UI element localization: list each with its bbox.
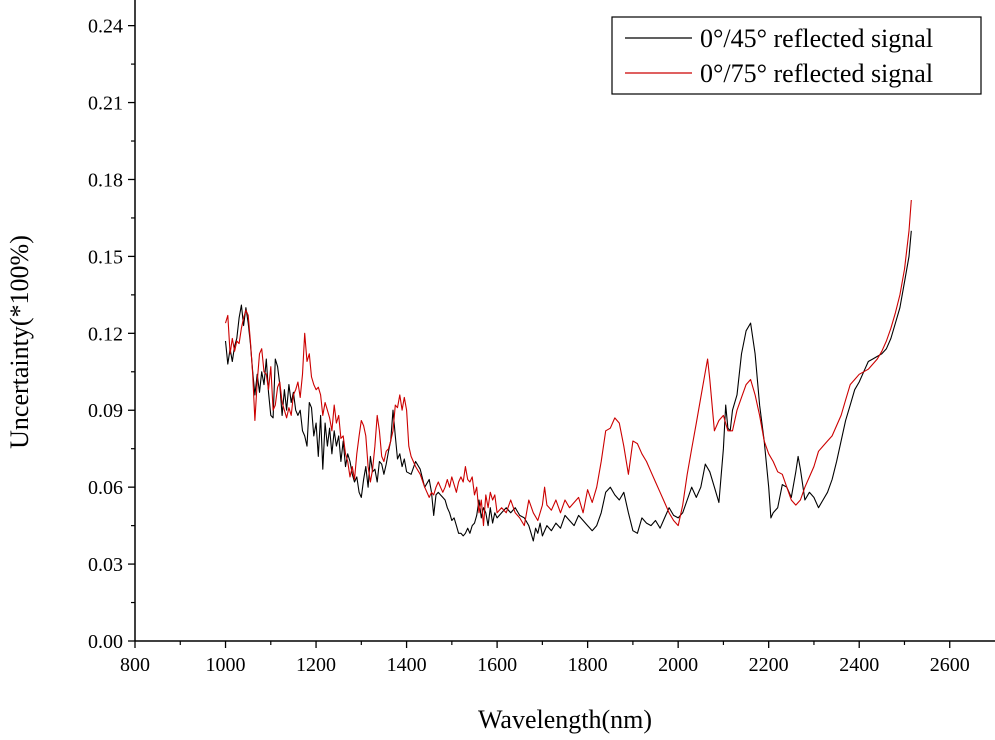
x-tick-label: 1600 xyxy=(477,654,517,676)
x-axis-title: Wavelength(nm) xyxy=(478,705,652,734)
x-tick-label: 2000 xyxy=(658,654,698,676)
legend-label-2: 0°/75° reflected signal xyxy=(700,59,933,88)
y-tick-label: 0.00 xyxy=(88,631,123,653)
y-axis-title: Uncertainty(*100%) xyxy=(5,235,34,449)
x-axis-ticks: 800 1000 1200 1400 1600 1800 2000 2200 2400 2600 xyxy=(120,641,970,676)
x-tick-label: 1200 xyxy=(296,654,336,676)
series-layer xyxy=(224,199,912,542)
legend: 0°/45° reflected signal 0°/75° reflected … xyxy=(611,16,982,95)
y-tick-label: 0.09 xyxy=(88,400,123,422)
y-tick-label: 0.06 xyxy=(88,477,123,499)
x-tick-label: 2200 xyxy=(749,654,789,676)
x-tick-label: 1000 xyxy=(206,654,246,676)
plot-frame xyxy=(134,0,995,642)
y-tick-label: 0.18 xyxy=(88,169,123,191)
y-tick-label: 0.21 xyxy=(88,93,123,115)
y-tick-label: 0.15 xyxy=(88,246,123,268)
legend-box xyxy=(611,16,982,95)
x-tick-label: 2600 xyxy=(930,654,970,676)
x-tick-label: 1400 xyxy=(387,654,427,676)
y-tick-label: 0.12 xyxy=(88,323,123,345)
series-line-1 xyxy=(224,230,912,542)
x-tick-label: 800 xyxy=(120,654,150,676)
x-tick-label: 2400 xyxy=(839,654,879,676)
y-tick-label: 0.03 xyxy=(88,554,123,576)
legend-label-1: 0°/45° reflected signal xyxy=(700,24,933,53)
x-tick-label: 1800 xyxy=(568,654,608,676)
y-tick-label: 0.24 xyxy=(88,16,123,38)
y-axis-ticks: 0.00 0.03 0.06 0.09 0.12 0.15 0.18 0.21 0.24 xyxy=(88,16,135,653)
series-line-2 xyxy=(224,199,912,527)
